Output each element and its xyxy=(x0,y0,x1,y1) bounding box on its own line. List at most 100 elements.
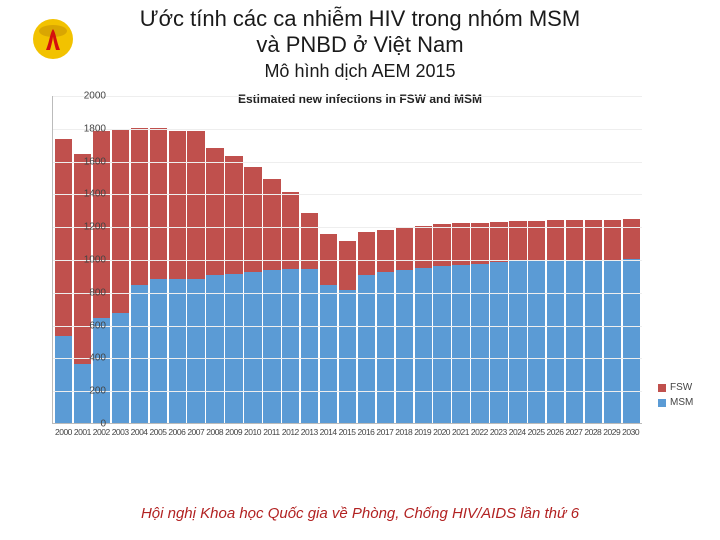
gridline xyxy=(53,129,642,130)
y-tick: 1800 xyxy=(76,123,106,134)
legend-swatch xyxy=(658,384,666,392)
x-tick: 2005 xyxy=(149,427,168,437)
gridline xyxy=(53,293,642,294)
x-tick: 2017 xyxy=(375,427,394,437)
bar-segment-msm xyxy=(433,266,450,423)
gridline xyxy=(53,194,642,195)
bar-segment-fsw xyxy=(623,219,640,259)
x-tick: 2000 xyxy=(54,427,73,437)
legend-label: MSM xyxy=(670,397,693,408)
bar-segment-msm xyxy=(452,265,469,423)
x-tick: 2019 xyxy=(413,427,432,437)
bar-segment-msm xyxy=(585,260,602,423)
bar-column xyxy=(585,220,602,423)
bar-segment-msm xyxy=(169,279,186,423)
bar-column xyxy=(509,221,526,423)
legend-item: FSW xyxy=(658,382,693,393)
bar-segment-msm xyxy=(509,261,526,423)
x-tick: 2018 xyxy=(394,427,413,437)
conference-logo xyxy=(32,18,74,60)
x-tick: 2003 xyxy=(111,427,130,437)
bar-segment-msm xyxy=(93,318,110,423)
x-tick: 2010 xyxy=(243,427,262,437)
legend-swatch xyxy=(658,399,666,407)
x-tick: 2009 xyxy=(224,427,243,437)
chart: Estimated new infections in FSW and MSM … xyxy=(18,92,702,472)
bar-segment-msm xyxy=(55,336,72,423)
y-tick: 1000 xyxy=(76,255,106,266)
bar-segment-msm xyxy=(206,275,223,423)
gridline xyxy=(53,326,642,327)
y-tick: 2000 xyxy=(76,91,106,102)
gridline xyxy=(53,358,642,359)
x-tick: 2027 xyxy=(564,427,583,437)
bar-segment-fsw xyxy=(358,232,375,275)
bar-column xyxy=(93,131,110,423)
bar-segment-fsw xyxy=(604,220,621,260)
gridline xyxy=(53,260,642,261)
y-tick: 1400 xyxy=(76,189,106,200)
bar-segment-fsw xyxy=(263,179,280,271)
bar-segment-msm xyxy=(225,274,242,423)
x-tick: 2023 xyxy=(489,427,508,437)
gridline xyxy=(53,391,642,392)
bar-segment-msm xyxy=(528,261,545,423)
bar-segment-fsw xyxy=(225,156,242,274)
bar-segment-fsw xyxy=(169,131,186,279)
bar-segment-msm xyxy=(377,272,394,423)
plot-area xyxy=(52,96,642,424)
y-tick: 200 xyxy=(76,386,106,397)
bar-column xyxy=(225,156,242,423)
bar-column xyxy=(433,224,450,423)
y-tick: 1200 xyxy=(76,222,106,233)
y-tick: 400 xyxy=(76,353,106,364)
bar-segment-fsw xyxy=(131,128,148,285)
bar-segment-fsw xyxy=(244,167,261,272)
bar-segment-msm xyxy=(358,275,375,423)
bar-segment-msm xyxy=(187,279,204,423)
x-tick: 2011 xyxy=(262,427,281,437)
bar-column xyxy=(547,220,564,423)
x-tick: 2021 xyxy=(451,427,470,437)
legend: FSW MSM xyxy=(658,382,693,412)
x-tick: 2016 xyxy=(357,427,376,437)
bar-segment-fsw xyxy=(452,223,469,264)
bar-column xyxy=(320,234,337,423)
bar-column xyxy=(169,131,186,423)
bar-segment-msm xyxy=(112,313,129,423)
x-tick: 2014 xyxy=(319,427,338,437)
bar-segment-msm xyxy=(604,260,621,423)
bar-column xyxy=(263,179,280,423)
y-tick: 1600 xyxy=(76,156,106,167)
bar-column xyxy=(112,129,129,423)
bar-segment-msm xyxy=(131,285,148,423)
bar-segment-fsw xyxy=(150,128,167,279)
bar-segment-fsw xyxy=(396,227,413,269)
subtitle: Mô hình dịch AEM 2015 xyxy=(0,61,720,82)
legend-item: MSM xyxy=(658,397,693,408)
bar-segment-fsw xyxy=(206,148,223,276)
x-tick: 2001 xyxy=(73,427,92,437)
bar-segment-fsw xyxy=(471,223,488,264)
legend-label: FSW xyxy=(670,382,692,393)
bar-column xyxy=(187,131,204,423)
x-tick: 2024 xyxy=(508,427,527,437)
y-tick: 600 xyxy=(76,320,106,331)
bar-segment-msm xyxy=(623,259,640,423)
bar-segment-fsw xyxy=(585,220,602,260)
bar-segment-msm xyxy=(244,272,261,423)
x-axis: 2000200120022003200420052006200720082009… xyxy=(54,427,640,437)
bar-column xyxy=(452,223,469,423)
x-tick: 2022 xyxy=(470,427,489,437)
bar-segment-msm xyxy=(471,264,488,423)
bar-column xyxy=(206,148,223,424)
bar-segment-fsw xyxy=(377,230,394,273)
bar-column xyxy=(131,128,148,423)
bar-segment-msm xyxy=(566,261,583,423)
gridline xyxy=(53,162,642,163)
bar-column xyxy=(471,223,488,423)
y-tick: 800 xyxy=(76,287,106,298)
bar-segment-fsw xyxy=(55,139,72,336)
bar-column xyxy=(490,222,507,423)
bar-segment-fsw xyxy=(112,129,129,313)
